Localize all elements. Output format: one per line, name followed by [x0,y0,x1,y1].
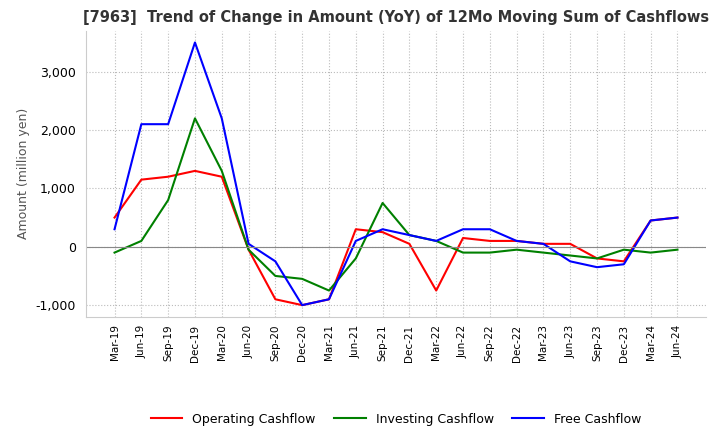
Operating Cashflow [271,297,279,302]
Y-axis label: Amount (million yen): Amount (million yen) [17,108,30,239]
Legend: Operating Cashflow, Investing Cashflow, Free Cashflow: Operating Cashflow, Investing Cashflow, … [146,408,646,431]
Free Cashflow [244,241,253,246]
Operating Cashflow [432,288,441,293]
Investing Cashflow [271,273,279,279]
Free Cashflow [110,227,119,232]
Operating Cashflow [378,230,387,235]
Investing Cashflow [298,276,307,282]
Investing Cashflow [351,256,360,261]
Free Cashflow [378,227,387,232]
Investing Cashflow [110,250,119,255]
Operating Cashflow [459,235,467,241]
Free Cashflow [566,259,575,264]
Line: Operating Cashflow: Operating Cashflow [114,171,678,305]
Operating Cashflow [351,227,360,232]
Operating Cashflow [539,241,548,246]
Investing Cashflow [164,198,173,203]
Operating Cashflow [217,174,226,180]
Investing Cashflow [137,238,145,244]
Free Cashflow [351,238,360,244]
Operating Cashflow [110,215,119,220]
Operating Cashflow [647,218,655,223]
Free Cashflow [298,302,307,308]
Operating Cashflow [191,168,199,173]
Investing Cashflow [619,247,628,252]
Investing Cashflow [325,288,333,293]
Operating Cashflow [164,174,173,180]
Free Cashflow [513,238,521,244]
Investing Cashflow [485,250,494,255]
Investing Cashflow [673,247,682,252]
Free Cashflow [647,218,655,223]
Investing Cashflow [566,253,575,258]
Free Cashflow [673,215,682,220]
Free Cashflow [191,40,199,45]
Investing Cashflow [647,250,655,255]
Investing Cashflow [432,238,441,244]
Investing Cashflow [513,247,521,252]
Free Cashflow [137,121,145,127]
Investing Cashflow [217,168,226,173]
Line: Free Cashflow: Free Cashflow [114,43,678,305]
Free Cashflow [217,116,226,121]
Free Cashflow [405,232,414,238]
Operating Cashflow [593,256,601,261]
Operating Cashflow [566,241,575,246]
Operating Cashflow [137,177,145,182]
Free Cashflow [485,227,494,232]
Free Cashflow [619,262,628,267]
Investing Cashflow [191,116,199,121]
Title: [7963]  Trend of Change in Amount (YoY) of 12Mo Moving Sum of Cashflows: [7963] Trend of Change in Amount (YoY) o… [83,11,709,26]
Operating Cashflow [485,238,494,244]
Free Cashflow [271,259,279,264]
Investing Cashflow [405,232,414,238]
Investing Cashflow [539,250,548,255]
Free Cashflow [539,241,548,246]
Free Cashflow [432,238,441,244]
Free Cashflow [164,121,173,127]
Operating Cashflow [619,259,628,264]
Operating Cashflow [325,297,333,302]
Operating Cashflow [513,238,521,244]
Investing Cashflow [459,250,467,255]
Free Cashflow [593,264,601,270]
Investing Cashflow [593,256,601,261]
Free Cashflow [325,297,333,302]
Line: Investing Cashflow: Investing Cashflow [114,118,678,290]
Operating Cashflow [244,247,253,252]
Operating Cashflow [298,302,307,308]
Operating Cashflow [405,241,414,246]
Operating Cashflow [673,215,682,220]
Investing Cashflow [244,247,253,252]
Investing Cashflow [378,200,387,205]
Free Cashflow [459,227,467,232]
